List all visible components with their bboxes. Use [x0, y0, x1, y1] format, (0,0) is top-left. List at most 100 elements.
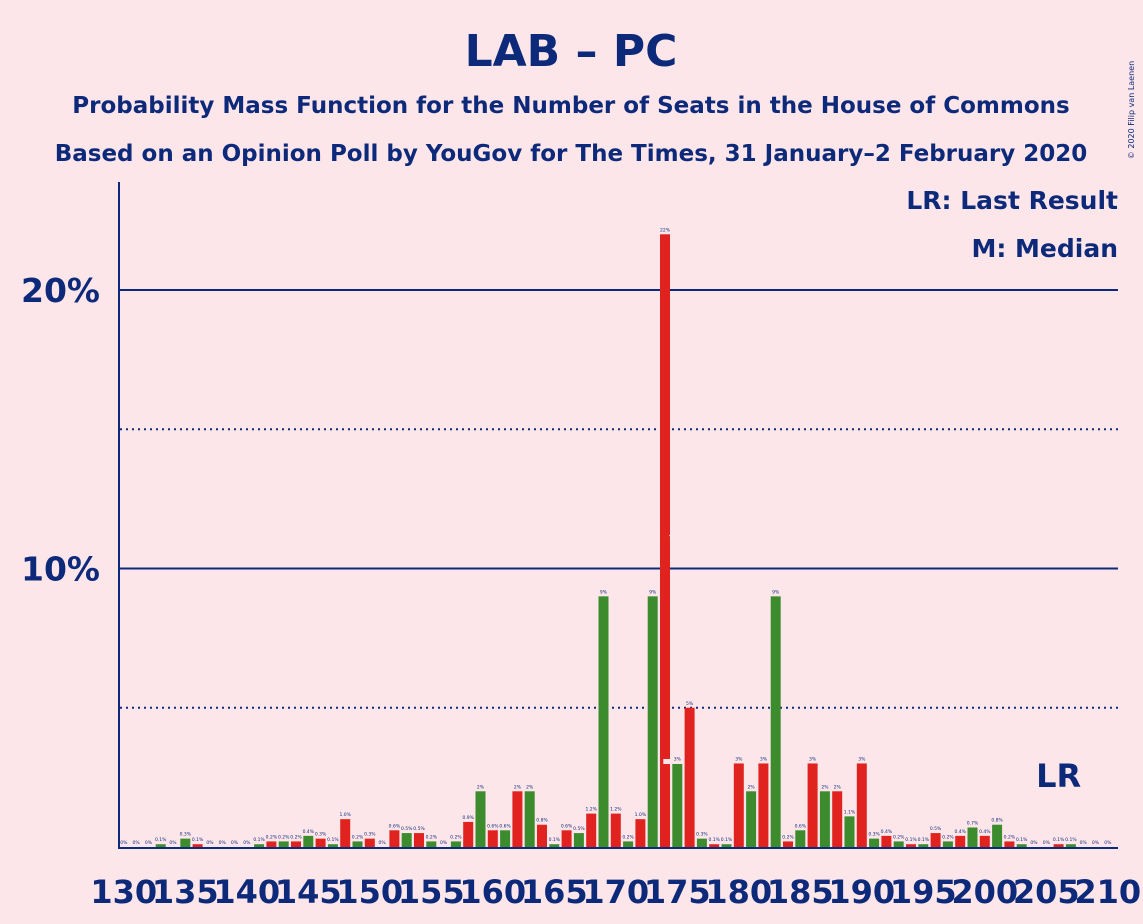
bar-value-label: 9%	[600, 589, 608, 595]
bar-value-label: 0.2%	[450, 834, 462, 840]
bar-seat-173	[647, 596, 658, 847]
bar-seat-154	[414, 833, 424, 847]
bar-seat-180	[733, 763, 744, 847]
bar-seat-197	[942, 841, 953, 847]
bar-value-label: 0.5%	[413, 826, 425, 832]
legend-median: M: Median	[971, 234, 1118, 263]
x-tick-label: 150	[336, 873, 403, 911]
x-tick-label: 180	[705, 873, 772, 911]
copyright-text: © 2020 Filip van Laenen	[1127, 61, 1136, 159]
bar-seat-182	[758, 763, 769, 847]
bar-value-label: 0.2%	[622, 834, 634, 840]
bar-value-label: 0.2%	[942, 834, 954, 840]
bar-value-label: 0%	[133, 840, 141, 846]
bar-seat-188	[832, 791, 843, 847]
bar-seat-145	[303, 835, 314, 847]
bar-value-label: 3%	[674, 756, 682, 762]
bar-value-label: 0%	[1043, 840, 1051, 846]
bar-value-label: 0.2%	[893, 834, 905, 840]
x-tick-label: 145	[275, 873, 342, 911]
bar-value-label: 0.1%	[155, 837, 167, 843]
bar-seat-201	[992, 824, 1003, 847]
x-tick-label: 190	[828, 873, 895, 911]
bar-value-label: 0.6%	[795, 823, 807, 829]
bar-value-label: 0.2%	[290, 834, 302, 840]
last-result-marker: LR	[1036, 757, 1081, 795]
bar-seat-170	[610, 813, 621, 847]
bar-value-label: 0.3%	[180, 832, 192, 838]
bar-value-label: 3%	[735, 756, 743, 762]
bar-value-label: 3%	[760, 756, 768, 762]
bar-value-label: 0%	[169, 840, 177, 846]
bar-value-label: 0.6%	[389, 823, 401, 829]
bar-seat-150	[364, 838, 375, 847]
x-tick-label: 175	[644, 873, 711, 911]
bar-value-label: 0%	[1080, 840, 1088, 846]
bar-value-label: 0.1%	[721, 837, 733, 843]
bar-value-label: 0.1%	[1016, 837, 1028, 843]
bar-value-label: 0.1%	[192, 837, 204, 843]
median-marker	[669, 533, 686, 546]
bar-value-label: 3%	[809, 756, 817, 762]
bar-seat-177	[696, 838, 707, 847]
chart-subtitle-2: Based on an Opinion Poll by YouGov for T…	[55, 141, 1088, 167]
x-tick-label: 205	[1013, 873, 1080, 911]
bar-seat-176	[684, 707, 695, 847]
bar-value-label: 0.2%	[278, 834, 290, 840]
bar-seat-166	[561, 830, 572, 847]
x-tick-label: 165	[521, 873, 588, 911]
bar-seat-167	[573, 833, 584, 847]
bar-seat-153	[401, 833, 412, 847]
bar-value-label: 0.1%	[918, 837, 930, 843]
bar-value-label: 1.0%	[635, 812, 647, 818]
x-tick-label: 210	[1074, 873, 1141, 911]
bar-seat-171	[623, 841, 634, 847]
bar-value-label: 0.3%	[868, 832, 880, 838]
bar-seat-160	[487, 830, 498, 847]
bar-value-label: 1.0%	[339, 812, 351, 818]
bar-seat-161	[500, 830, 511, 847]
bar-value-label: 9%	[649, 589, 657, 595]
bar-value-label: 0%	[1092, 840, 1100, 846]
y-tick-label: 10%	[21, 550, 100, 589]
bar-value-label: 0%	[206, 840, 214, 846]
bar-value-label: 0%	[120, 840, 128, 846]
bar-seat-196	[930, 833, 941, 847]
bar-value-label: 0.5%	[573, 826, 585, 832]
x-tick-label: 130	[90, 873, 157, 911]
bar-value-label: 0.3%	[364, 832, 376, 838]
bar-value-label: 0.1%	[905, 837, 917, 843]
bar-seat-157	[450, 841, 461, 847]
bar-seat-146	[315, 838, 326, 847]
bar-value-label: 0.2%	[782, 834, 794, 840]
bar-seat-148	[340, 819, 351, 847]
bar-seat-147	[327, 844, 338, 847]
bar-seat-184	[783, 841, 793, 847]
x-tick-label: 185	[767, 873, 834, 911]
bar-seat-163	[524, 791, 535, 847]
bar-value-label: 0.2%	[266, 834, 278, 840]
bar-value-label: 2%	[834, 784, 842, 790]
bar-value-label: 5%	[686, 701, 694, 707]
bar-seat-133	[155, 844, 166, 847]
bar-seat-202	[1004, 841, 1015, 847]
bar-seat-199	[967, 827, 978, 847]
bar-seat-174	[660, 234, 670, 848]
bar-seat-183	[770, 596, 781, 847]
bar-seat-159	[475, 791, 486, 847]
bar-seat-158	[463, 821, 474, 847]
bar-value-label: 0.4%	[954, 829, 966, 835]
bar-seat-194	[906, 844, 916, 847]
bar-value-label: 0.1%	[253, 837, 265, 843]
bar-value-label: 0.8%	[536, 818, 548, 824]
bar-seat-165	[549, 844, 560, 847]
bar-value-label: 0.3%	[315, 832, 327, 838]
bar-value-label: 0.7%	[967, 821, 979, 827]
bar-seat-175	[672, 763, 683, 847]
chart-subtitle-1: Probability Mass Function for the Number…	[72, 93, 1069, 119]
bar-value-label: 0.4%	[881, 829, 893, 835]
bar-seat-178	[709, 844, 720, 847]
bar-value-label: 0.4%	[303, 829, 315, 835]
bar-seat-189	[844, 816, 855, 847]
x-tick-label: 140	[213, 873, 280, 911]
